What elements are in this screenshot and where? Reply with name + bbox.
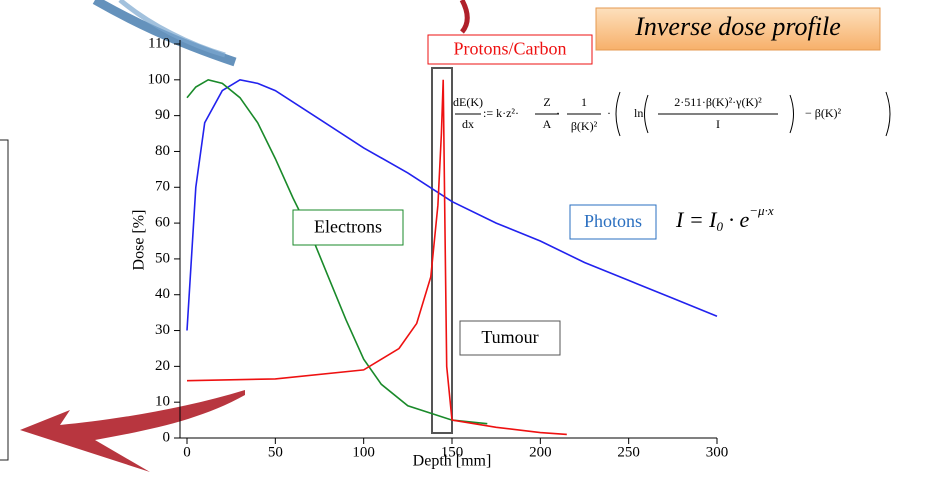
- formula-part: ln: [634, 106, 643, 120]
- y-tick-label: 20: [155, 358, 170, 374]
- series-label-box: [427, 34, 593, 65]
- y-tick-label: 70: [155, 179, 170, 195]
- formula-part: 2·511·β(K)²·γ(K)²: [674, 95, 762, 109]
- y-tick-label: 30: [155, 322, 170, 338]
- paren: [789, 94, 794, 134]
- x-tick-label: 150: [441, 444, 464, 460]
- x-tick-label: 50: [268, 444, 283, 460]
- formula-part: A: [543, 117, 552, 131]
- bethe-formula: dE(K) dx := k·z²· ZA · 1 β(K)² · ln 2·511·β(K)²·γ…: [453, 91, 891, 137]
- paren: [644, 94, 649, 134]
- formula-part: I: [716, 117, 720, 131]
- series-label-box: [569, 204, 657, 240]
- paren: [615, 91, 621, 137]
- decor-arrow: [20, 390, 245, 472]
- x-tick-label: 200: [529, 444, 552, 460]
- x-tick-label: 300: [706, 444, 729, 460]
- formula-part: := k·z²·: [483, 106, 519, 120]
- formula-part: Z: [543, 95, 550, 109]
- formula-part: ·: [607, 106, 611, 120]
- photon-law-part: · e: [723, 207, 750, 232]
- title-box: [595, 7, 881, 51]
- series-label-box: [292, 209, 404, 246]
- x-tick-label: 0: [183, 444, 191, 460]
- x-tick-label: 100: [352, 444, 375, 460]
- photon-law-part: 0: [717, 219, 724, 234]
- formula-part: dx: [462, 117, 474, 131]
- formula-part: − β(K)²: [805, 106, 842, 120]
- photon-law-part: I = I: [675, 207, 718, 232]
- formula-part: β(K)²: [571, 119, 598, 133]
- partial-axis: [0, 139, 9, 461]
- y-tick-label: 50: [155, 250, 170, 266]
- photon-law-part: −μ·x: [749, 203, 774, 218]
- tumour-label: Tumour: [481, 327, 538, 347]
- x-tick-label: 250: [617, 444, 640, 460]
- decor-stroke: [118, 0, 226, 58]
- y-tick-label: 80: [155, 143, 170, 159]
- y-tick-label: 110: [148, 35, 170, 51]
- y-tick-label: 90: [155, 107, 170, 123]
- formula-part: ·: [556, 106, 560, 120]
- tumour-box: [459, 320, 561, 356]
- y-tick-label: 40: [155, 286, 170, 302]
- x-axis-label: Depth [mm]: [413, 453, 492, 470]
- y-tick-label: 10: [155, 394, 170, 410]
- series-label: Protons/Carbon: [453, 39, 566, 59]
- chart-title: Inverse dose profile: [634, 12, 841, 41]
- tumour-region: [431, 67, 453, 434]
- y-tick-label: 0: [163, 429, 171, 445]
- decor-stroke: [92, 0, 237, 67]
- decor-stroke: [459, 0, 470, 34]
- series-label: Electrons: [314, 217, 382, 237]
- photon-law: I = I0 · e−μ·x: [675, 203, 774, 234]
- data-line: [186, 79, 567, 436]
- data-line: [186, 78, 718, 331]
- y-tick-label: 60: [155, 215, 170, 231]
- y-tick-label: 100: [148, 71, 171, 87]
- formula-part: dE(K): [453, 95, 483, 109]
- series-label: Photons: [584, 211, 642, 231]
- paren: [885, 91, 891, 137]
- formula-part: 1: [581, 95, 587, 109]
- y-axis-label: Dose [%]: [131, 210, 148, 271]
